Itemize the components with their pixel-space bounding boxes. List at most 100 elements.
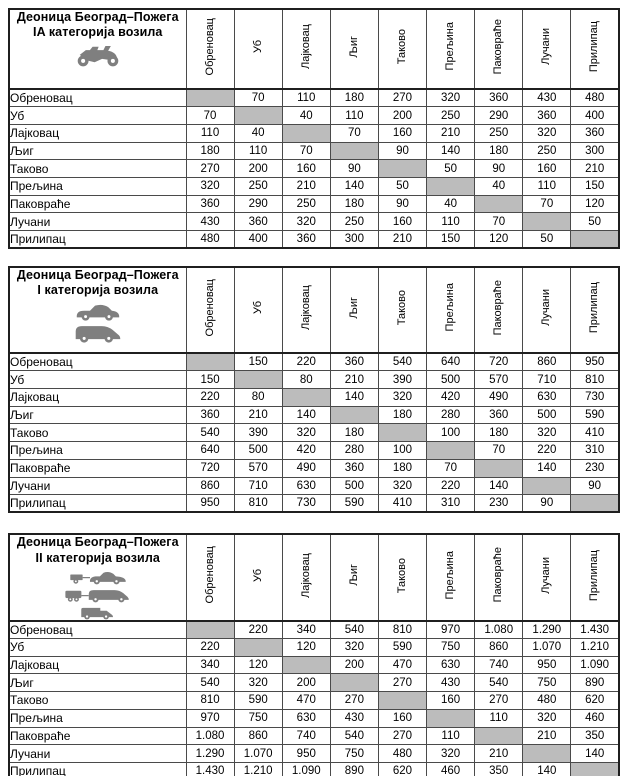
toll-value-cell: 750: [329, 744, 379, 763]
table-title-cell: Деоница Београд–Пожега IA категорија воз…: [8, 8, 187, 90]
row-label: Уб: [8, 106, 187, 125]
toll-value-cell: 320: [377, 476, 428, 496]
row-label: Прилипац: [8, 494, 187, 513]
column-header-label: Љиг: [347, 564, 360, 587]
row-label: Уб: [8, 370, 187, 390]
table-row: Лучани 1.290 1.070 950 750 480 320 210 140: [8, 744, 620, 763]
vehicle-category-icons: [10, 44, 186, 67]
toll-value-cell: 1.080: [474, 620, 524, 640]
table-title-cell: Деоница Београд–Пожега II категорија воз…: [8, 533, 187, 622]
column-header-label: Лајковац: [299, 552, 312, 598]
diagonal-cell: [426, 708, 476, 728]
row-label: Прељина: [8, 441, 187, 460]
toll-value-cell: 320: [522, 123, 572, 143]
toll-value-cell: 310: [570, 441, 620, 460]
toll-value-cell: 350: [474, 761, 524, 776]
column-header: Лајковац: [281, 533, 331, 622]
toll-value-cell: 590: [233, 691, 283, 710]
toll-value-cell: 40: [233, 123, 283, 143]
row-label: Лучани: [8, 744, 187, 763]
toll-value-cell: 420: [281, 441, 331, 460]
toll-value-cell: 340: [185, 655, 235, 675]
toll-value-cell: 90: [570, 476, 620, 496]
toll-value-cell: 320: [522, 423, 572, 443]
column-header: Обреновац: [185, 533, 235, 622]
column-header-label: Таково: [395, 290, 408, 326]
toll-value-cell: 630: [426, 655, 476, 675]
toll-value-cell: 360: [233, 212, 283, 231]
toll-value-cell: 1.210: [233, 761, 283, 776]
toll-value-cell: 110: [426, 726, 476, 746]
toll-value-cell: 950: [185, 494, 235, 513]
column-header-label: Лучани: [540, 289, 553, 327]
table-row: Лучани 430 360 320 250 160 110 70 50: [8, 212, 620, 231]
toll-value-cell: 710: [522, 370, 572, 390]
toll-value-cell: 200: [281, 673, 331, 693]
toll-value-cell: 1.090: [281, 761, 331, 776]
column-header: Прилипац: [570, 533, 620, 622]
column-header-label: Љиг: [347, 35, 360, 58]
toll-value-cell: 1.290: [185, 744, 235, 763]
toll-value-cell: 70: [426, 458, 476, 478]
table-title-line1: Деоница Београд–Пожега: [16, 535, 179, 550]
toll-table-category-i: Деоница Београд–Пожега I категорија вози…: [8, 266, 620, 514]
table-row: Обреновац 150 220 360 540 640 720 860 950: [8, 352, 620, 372]
diagonal-cell: [233, 638, 283, 657]
toll-value-cell: 740: [474, 655, 524, 675]
toll-value-cell: 430: [522, 88, 572, 108]
toll-value-cell: 160: [281, 159, 331, 178]
table-row: Паковраће 1.080 860 740 540 270 110 210 350: [8, 726, 620, 746]
toll-value-cell: 300: [570, 141, 620, 161]
table-title-line2: II категорија возила: [35, 550, 160, 565]
toll-value-cell: 90: [377, 141, 428, 161]
minibus-icon: [72, 323, 124, 343]
diagonal-cell: [522, 476, 572, 496]
toll-value-cell: 320: [185, 176, 235, 196]
toll-value-cell: 140: [281, 405, 331, 425]
toll-value-cell: 500: [426, 370, 476, 390]
column-header: Паковраће: [474, 266, 524, 355]
toll-value-cell: 200: [233, 159, 283, 178]
toll-value-cell: 140: [570, 744, 620, 763]
header-row: Деоница Београд–Пожега I категорија вози…: [8, 266, 620, 355]
toll-value-cell: 110: [185, 123, 235, 143]
toll-value-cell: 120: [474, 230, 524, 249]
toll-value-cell: 860: [233, 726, 283, 746]
toll-value-cell: 480: [377, 744, 428, 763]
column-header: Паковраће: [474, 533, 524, 622]
row-label: Паковраће: [8, 194, 187, 214]
toll-value-cell: 70: [474, 441, 524, 460]
toll-value-cell: 950: [570, 352, 620, 372]
toll-value-cell: 810: [377, 620, 428, 640]
column-header: Уб: [233, 8, 283, 90]
toll-value-cell: 110: [474, 708, 524, 728]
toll-value-cell: 140: [329, 176, 379, 196]
toll-value-cell: 40: [474, 176, 524, 196]
toll-value-cell: 480: [522, 691, 572, 710]
diagonal-cell: [185, 88, 235, 108]
toll-value-cell: 140: [522, 761, 572, 776]
toll-value-cell: 340: [281, 620, 331, 640]
toll-value-cell: 230: [474, 494, 524, 513]
toll-value-cell: 420: [426, 388, 476, 407]
toll-value-cell: 250: [329, 212, 379, 231]
toll-value-cell: 730: [570, 388, 620, 407]
diagonal-cell: [426, 176, 476, 196]
toll-value-cell: 220: [522, 441, 572, 460]
toll-value-cell: 70: [185, 106, 235, 125]
toll-value-cell: 570: [233, 458, 283, 478]
toll-table-category-ia: Деоница Београд–Пожега IA категорија воз…: [8, 8, 620, 250]
toll-value-cell: 540: [329, 620, 379, 640]
column-header: Уб: [233, 533, 283, 622]
toll-value-cell: 270: [185, 159, 235, 178]
toll-value-cell: 860: [185, 476, 235, 496]
table-row: Лајковац 340 120 200 470 630 740 950 1.090: [8, 655, 620, 675]
vehicle-category-icons: [10, 569, 186, 620]
column-header: Прилипац: [570, 266, 620, 355]
toll-value-cell: 180: [329, 194, 379, 214]
toll-value-cell: 160: [522, 159, 572, 178]
header-row: Деоница Београд–Пожега II категорија воз…: [8, 533, 620, 622]
toll-value-cell: 970: [426, 620, 476, 640]
toll-value-cell: 390: [233, 423, 283, 443]
toll-value-cell: 620: [570, 691, 620, 710]
